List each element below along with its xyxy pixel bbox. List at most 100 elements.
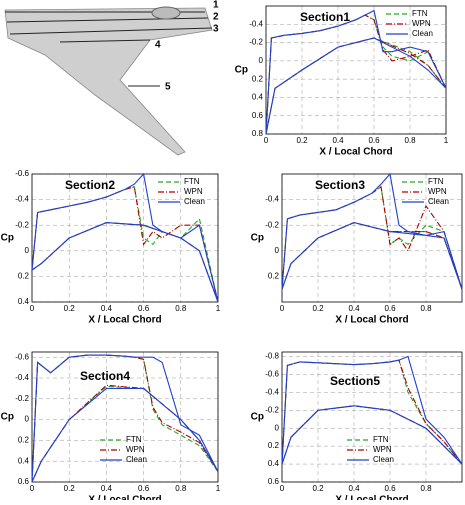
series-line [281, 359, 463, 465]
x-axis-label: X / Local Chord [335, 495, 408, 500]
y-tick-label: -0.4 [249, 19, 263, 28]
x-tick-label: 0.4 [348, 484, 360, 493]
y-tick-label: 0.2 [268, 441, 280, 450]
legend-label: WPN [126, 445, 145, 454]
x-tick-label: 0.8 [175, 484, 187, 493]
y-tick-label: -0.2 [249, 38, 263, 47]
y-tick-label: 0.6 [18, 477, 30, 486]
chart-title: Section5 [330, 374, 380, 388]
legend-label: WPN [412, 19, 431, 28]
y-tick-label: 0.4 [18, 456, 30, 465]
x-tick-label: 0 [280, 484, 285, 493]
wing-label: 4 [155, 40, 161, 51]
series-line [265, 14, 447, 135]
wing-label: 3 [213, 24, 219, 35]
series-line [265, 9, 447, 135]
wing-label: 5 [165, 82, 171, 93]
series-line [281, 355, 463, 465]
chart-title: Section3 [315, 178, 365, 192]
x-tick-label: 0.8 [420, 304, 432, 313]
x-tick-label: 0.6 [384, 304, 396, 313]
series-line [31, 172, 219, 303]
y-tick-label: 0 [275, 423, 280, 432]
y-tick-label: 0 [25, 415, 30, 424]
y-tick-label: -0.2 [15, 394, 29, 403]
x-tick-label: 0.4 [348, 304, 360, 313]
x-tick-label: 0.4 [332, 136, 344, 145]
y-tick-label: -0.8 [265, 352, 279, 361]
wing-label: 1 [213, 0, 219, 11]
x-tick-label: 0.6 [384, 484, 396, 493]
y-tick-label: 0.2 [18, 272, 30, 281]
y-tick-label: 0 [259, 56, 264, 65]
x-tick-label: 0 [30, 304, 35, 313]
legend-label: Clean [373, 455, 394, 464]
y-tick-label: -0.6 [15, 169, 29, 178]
y-tick-label: -0.4 [15, 195, 29, 204]
y-tick-label: 0 [25, 246, 30, 255]
x-tick-label: 1 [216, 304, 221, 313]
wing-render: 1 2 3 4 5 [4, 0, 219, 156]
x-tick-label: 0.8 [404, 136, 416, 145]
legend-label: Clean [126, 455, 147, 464]
y-tick-label: -0.4 [15, 373, 29, 382]
x-tick-label: 0.8 [175, 304, 187, 313]
x-axis-label: X / Local Chord [335, 315, 408, 326]
legend-label: Clean [412, 29, 433, 38]
y-tick-label: -0.6 [265, 370, 279, 379]
legend-label: FTN [412, 9, 428, 18]
x-axis-label: X / Local Chord [88, 495, 161, 500]
plot-frame [281, 173, 463, 303]
series-line [31, 354, 219, 483]
y-tick-label: 0.6 [252, 111, 264, 120]
x-tick-label: 0.8 [420, 484, 432, 493]
x-axis-label: X / Local Chord [319, 147, 392, 158]
y-tick-label: 0.6 [268, 477, 280, 486]
x-tick-label: 0 [280, 304, 285, 313]
y-axis-label: Cp [251, 412, 264, 423]
y-tick-label: 0.4 [252, 93, 264, 102]
x-tick-label: 1 [444, 136, 449, 145]
plot-frame [31, 173, 219, 303]
y-tick-label: 0 [275, 246, 280, 255]
legend-label: Clean [184, 197, 205, 206]
x-tick-label: 0.2 [64, 304, 76, 313]
x-tick-label: 0.6 [368, 136, 380, 145]
legend-label: FTN [126, 435, 142, 444]
x-tick-label: 0.4 [101, 484, 113, 493]
y-axis-label: Cp [1, 233, 14, 244]
legend-label: Clean [428, 197, 449, 206]
y-axis-label: Cp [251, 233, 264, 244]
y-axis-label: Cp [1, 412, 14, 423]
y-tick-label: -0.2 [265, 220, 279, 229]
x-tick-label: 0 [30, 484, 35, 493]
chart-title: Section1 [300, 10, 350, 24]
y-tick-label: -0.4 [265, 195, 279, 204]
x-tick-label: 0.6 [138, 304, 150, 313]
legend-label: FTN [428, 177, 444, 186]
y-axis-label: Cp [235, 65, 248, 76]
y-tick-label: -0.2 [265, 405, 279, 414]
plot-frame [31, 351, 219, 483]
x-tick-label: 0.2 [312, 304, 324, 313]
chart-title: Section4 [80, 369, 130, 383]
wing-label: 2 [213, 12, 219, 23]
legend-label: WPN [428, 187, 447, 196]
x-tick-label: 0.4 [101, 304, 113, 313]
plot-frame [281, 351, 463, 483]
plot-frame [265, 5, 447, 135]
legend-label: WPN [373, 445, 392, 454]
x-tick-label: 0 [264, 136, 269, 145]
y-tick-label: -0.2 [15, 220, 29, 229]
x-tick-label: 0.2 [312, 484, 324, 493]
y-tick-label: 0.2 [18, 436, 30, 445]
x-tick-label: 0.2 [296, 136, 308, 145]
series-line [31, 354, 219, 483]
y-tick-label: 0.2 [252, 74, 264, 83]
y-tick-label: 0.4 [268, 459, 280, 468]
legend-label: WPN [184, 187, 203, 196]
legend-label: FTN [184, 177, 200, 186]
series-line [281, 185, 463, 290]
x-axis-label: X / Local Chord [88, 315, 161, 326]
